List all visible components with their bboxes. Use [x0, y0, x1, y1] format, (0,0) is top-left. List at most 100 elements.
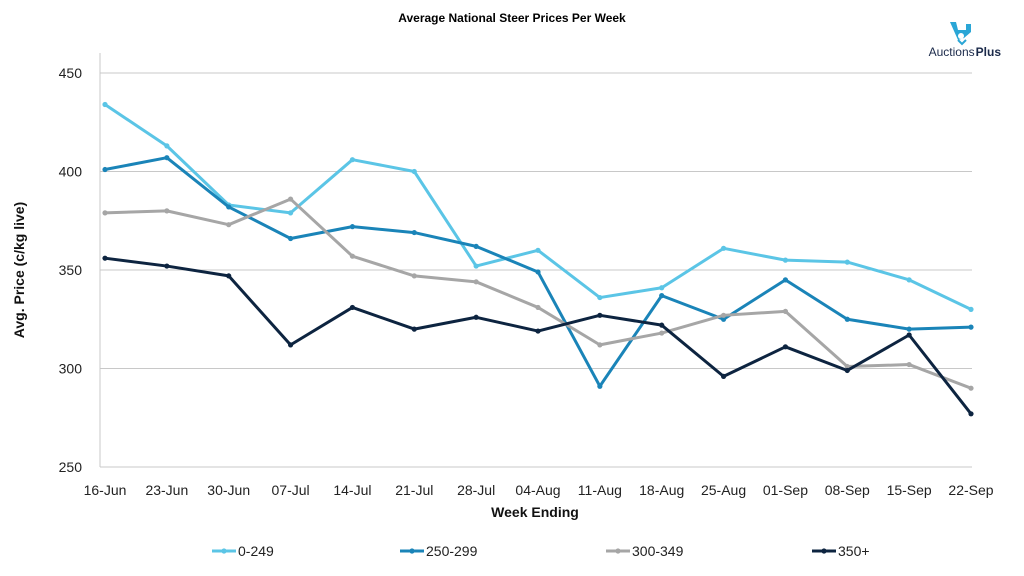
data-point [473, 263, 479, 269]
x-tick-label: 28-Jul [457, 482, 495, 498]
data-point [287, 196, 294, 202]
legend-item: 300-349 [606, 543, 684, 559]
x-axis-label: Week Ending [491, 504, 579, 520]
series-0-249 [102, 101, 974, 312]
data-point [473, 243, 479, 249]
x-tick-label: 07-Jul [272, 482, 310, 498]
legend-marker [409, 548, 415, 554]
data-point [597, 294, 603, 301]
data-point [349, 157, 356, 163]
data-point [287, 210, 294, 216]
data-point [226, 222, 232, 228]
x-tick-label: 11-Aug [578, 482, 622, 498]
legend-label: 350+ [838, 543, 870, 559]
data-point [782, 277, 789, 283]
data-point [720, 373, 727, 379]
x-tick-label: 18-Aug [639, 482, 684, 498]
y-tick-label: 300 [59, 361, 83, 377]
data-point [411, 273, 417, 279]
data-point [906, 361, 912, 368]
data-point [102, 101, 108, 108]
data-point [411, 229, 417, 236]
data-point [659, 330, 665, 336]
data-point [349, 224, 356, 230]
legend-marker [821, 548, 827, 554]
data-point [473, 314, 479, 320]
data-point [102, 255, 108, 261]
data-point [906, 332, 912, 338]
data-point [164, 143, 170, 149]
series-300-349 [102, 196, 974, 391]
data-point [720, 245, 727, 251]
x-tick-label: 23-Jun [145, 482, 188, 498]
x-tick-label: 15-Sep [887, 482, 932, 498]
data-point [287, 342, 294, 348]
legend-marker [221, 548, 227, 554]
data-point [226, 273, 232, 279]
data-point [844, 367, 850, 374]
data-point [782, 308, 789, 314]
series-350+ [102, 255, 974, 417]
data-point [968, 306, 974, 312]
logo-text-regular: Auctions [929, 45, 975, 59]
data-point [906, 277, 912, 283]
x-tick-label: 14-Jul [333, 482, 371, 498]
y-axis-label: Avg. Price (c/kg live) [11, 202, 27, 338]
data-point [102, 210, 108, 216]
data-point [659, 285, 665, 291]
data-point [287, 235, 294, 242]
data-point [659, 293, 665, 299]
data-point [844, 316, 850, 322]
data-point [349, 304, 356, 311]
auctionsplus-logo-mark [950, 22, 971, 46]
data-point [844, 259, 850, 265]
y-tick-label: 250 [59, 459, 83, 475]
x-tick-label: 25-Aug [701, 482, 746, 498]
y-tick-label: 450 [59, 65, 83, 81]
data-point [906, 326, 912, 332]
x-axis-ticks: 16-Jun 23-Jun 30-Jun 07-Jul 14-Jul 21-Jul 28-J… [84, 482, 994, 498]
data-point [535, 304, 541, 311]
legend: 0-249 250-299 300-349 350+ [212, 543, 870, 559]
data-point [535, 247, 541, 253]
y-tick-label: 400 [59, 164, 83, 180]
data-point [782, 344, 789, 350]
legend-item: 350+ [812, 543, 870, 559]
y-tick-label: 350 [59, 262, 83, 278]
data-point [411, 326, 417, 332]
data-point [535, 328, 541, 334]
series-line [104, 197, 972, 390]
data-point [164, 155, 170, 161]
x-tick-label: 22-Sep [948, 482, 993, 498]
data-point [164, 208, 170, 214]
x-tick-label: 21-Jul [395, 482, 433, 498]
x-tick-label: 04-Aug [515, 482, 560, 498]
x-tick-label: 08-Sep [825, 482, 870, 498]
data-point [968, 324, 974, 330]
data-point [844, 363, 850, 370]
series-line [104, 103, 972, 311]
data-point [226, 204, 232, 210]
data-point [164, 263, 170, 269]
legend-label: 300-349 [632, 543, 684, 559]
data-point [597, 312, 603, 318]
legend-marker [615, 548, 621, 554]
data-point [102, 166, 108, 173]
data-point [968, 411, 974, 417]
data-point [968, 385, 974, 391]
series-line [104, 256, 973, 415]
series-250-299 [102, 155, 974, 389]
legend-label: 250-299 [426, 543, 478, 559]
data-point [720, 316, 727, 322]
data-point [782, 257, 789, 263]
legend-item: 0-249 [212, 543, 274, 559]
data-point [720, 312, 727, 318]
chart-title: Average National Steer Prices Per Week [398, 11, 626, 25]
y-axis-ticks: 250 300 350 400 450 [59, 65, 83, 475]
x-tick-label: 30-Jun [207, 482, 250, 498]
series-lines [102, 101, 974, 417]
auctionsplus-logo: Auctions Plus [929, 22, 1001, 59]
x-tick-label: 01-Sep [763, 482, 808, 498]
data-point [659, 322, 665, 328]
